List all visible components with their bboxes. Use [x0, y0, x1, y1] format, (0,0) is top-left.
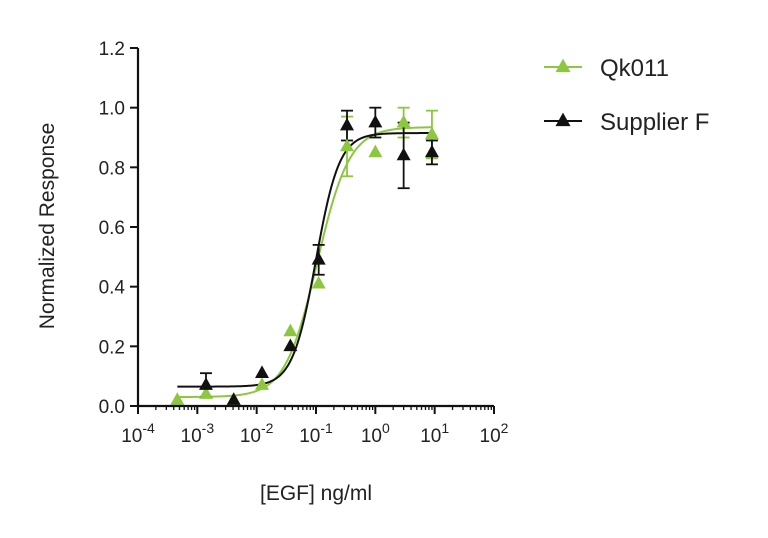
x-axis-title: [EGF] ng/ml — [260, 482, 372, 505]
x-tick-label: 102 — [480, 420, 509, 447]
data-point — [255, 377, 270, 390]
y-tick-label: 0.0 — [99, 397, 125, 418]
data-point — [424, 144, 439, 158]
legend-marker — [555, 58, 571, 73]
data-points — [170, 114, 439, 405]
data-point — [199, 386, 214, 399]
x-tick-exponent: 2 — [501, 420, 509, 436]
fit-curves — [177, 126, 432, 398]
data-point — [255, 365, 270, 378]
legend-label: Qk011 — [600, 55, 669, 82]
x-tick-label: 10-1 — [299, 420, 333, 447]
data-point — [368, 144, 383, 158]
data-point — [339, 117, 354, 131]
y-axis-title: Normalized Response — [36, 123, 59, 330]
y-tick-label: 0.4 — [99, 278, 126, 299]
data-point — [368, 114, 383, 128]
data-point — [199, 377, 214, 390]
data-point — [311, 252, 326, 265]
x-tick-base: 10 — [240, 426, 261, 447]
legend-marker — [555, 112, 571, 127]
x-tick-exponent: -2 — [261, 420, 274, 436]
x-tick-base: 10 — [181, 426, 202, 447]
y-tick-label: 1.0 — [99, 99, 125, 120]
axes: 0.00.20.40.60.81.01.210-4 10-3 10-2 10-1 100… — [99, 39, 509, 447]
x-tick-label: 100 — [361, 420, 390, 447]
legend: Qk011 Supplier F — [544, 55, 709, 136]
data-point — [283, 338, 298, 352]
y-tick-label: 0.6 — [99, 218, 125, 239]
data-point — [339, 138, 354, 152]
x-tick-exponent: -1 — [320, 420, 333, 436]
x-tick-base: 10 — [480, 426, 501, 447]
x-tick-exponent: 1 — [441, 420, 449, 436]
data-point — [226, 392, 241, 405]
x-tick-base: 10 — [299, 426, 320, 447]
x-tick-label: 101 — [420, 420, 449, 447]
y-tick-label: 0.8 — [99, 158, 125, 179]
x-tick-label: 10-4 — [121, 420, 155, 447]
x-tick-base: 10 — [361, 426, 382, 447]
x-tick-exponent: 0 — [382, 420, 390, 436]
data-point — [283, 323, 298, 337]
x-tick-label: 10-2 — [240, 420, 274, 447]
x-tick-exponent: -3 — [202, 420, 215, 436]
x-tick-label: 10-3 — [181, 420, 215, 447]
data-point — [396, 114, 411, 128]
data-point — [170, 392, 185, 405]
fit-curve — [177, 132, 432, 388]
data-point — [424, 126, 439, 140]
y-tick-label: 0.2 — [99, 337, 125, 358]
x-tick-base: 10 — [420, 426, 441, 447]
y-tick-label: 1.2 — [99, 39, 125, 60]
data-point — [396, 147, 411, 161]
legend-label: Supplier F — [600, 109, 709, 136]
x-tick-base: 10 — [121, 426, 142, 447]
data-point — [311, 275, 326, 289]
x-tick-exponent: -4 — [142, 420, 155, 436]
fit-curve — [177, 126, 432, 398]
